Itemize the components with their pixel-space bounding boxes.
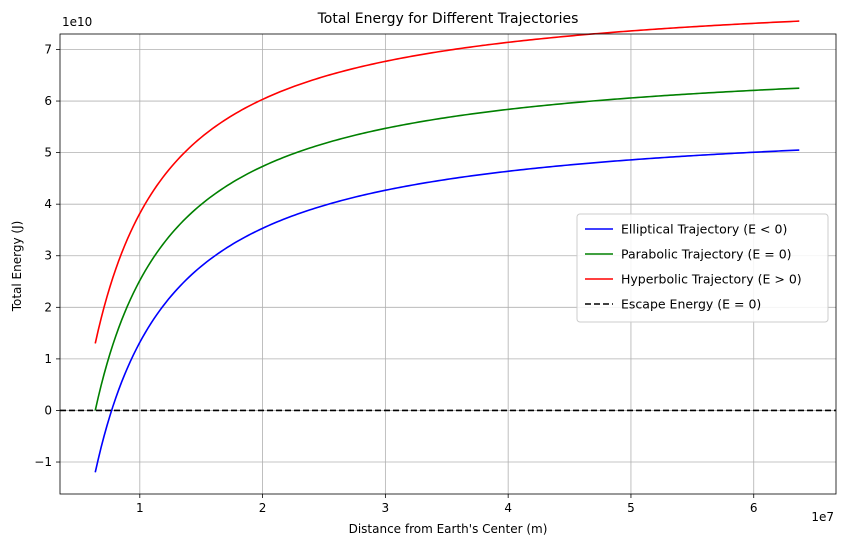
series-line-0 [94,149,800,473]
x-tick-label: 5 [627,501,635,515]
x-tick-label: 3 [382,501,390,515]
legend-label: Elliptical Trajectory (E < 0) [621,222,787,237]
y-tick-label: −1 [34,455,52,469]
series-layer [60,20,836,473]
y-axis-multiplier: 1e10 [62,15,92,29]
legend-label: Escape Energy (E = 0) [621,297,761,312]
x-axis-multiplier: 1e7 [811,510,834,524]
y-tick-label: 7 [44,42,52,56]
ticks: 1 2 3 4 5 6 −1 0 1 2 3 4 5 6 7 [34,42,757,515]
y-tick-label: 2 [44,300,52,314]
y-tick-label: 5 [44,146,52,160]
x-tick-label: 6 [750,501,758,515]
y-tick-label: 1 [44,352,52,366]
y-axis-title: Total Energy (J) [10,221,24,313]
y-tick-label: 0 [44,403,52,417]
series-line-2 [94,20,800,344]
legend-box [576,213,829,323]
y-tick-label: 3 [44,249,52,263]
legend-label: Parabolic Trajectory (E = 0) [621,247,792,262]
x-tick-label: 1 [136,501,144,515]
chart-title: Total Energy for Different Trajectories [317,11,579,27]
x-tick-label: 2 [259,501,267,515]
plot-frame [59,33,837,495]
x-tick-label: 4 [504,501,512,515]
y-tick-label: 4 [44,197,52,211]
legend-label: Hyperbolic Trajectory (E > 0) [621,272,802,287]
y-tick-label: 6 [44,94,52,108]
legend: Elliptical Trajectory (E < 0) Parabolic T… [576,213,829,323]
series-line-1 [94,87,800,411]
x-axis-title: Distance from Earth's Center (m) [349,522,548,536]
